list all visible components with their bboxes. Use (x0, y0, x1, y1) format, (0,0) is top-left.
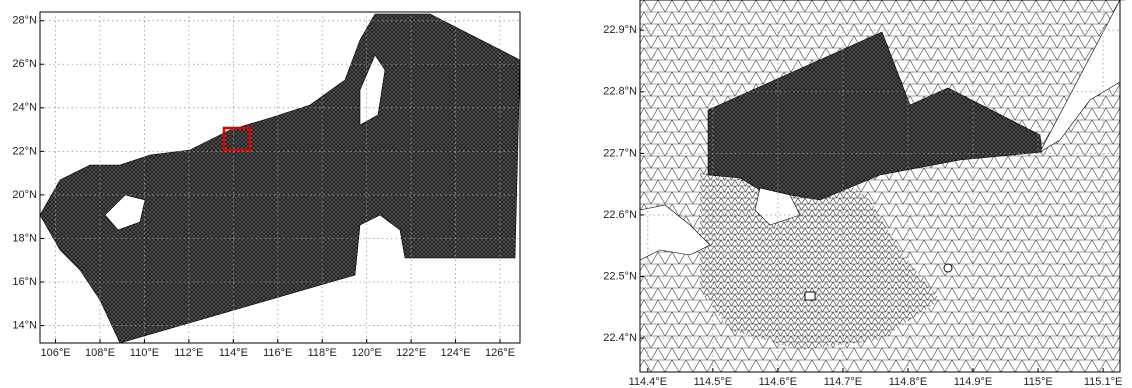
y-tick-label: 18°N (12, 232, 37, 244)
x-tick-label: 124°E (441, 347, 471, 359)
y-tick-label: 26°N (12, 58, 37, 70)
y-tick-label: 20°N (12, 189, 37, 201)
x-tick-label: 122°E (396, 347, 426, 359)
x-tick-label: 114.5°E (694, 376, 732, 388)
island (944, 264, 952, 272)
figure: 106°E 108°E 110°E 112°E 114°E 116°E 118°E 120°E… (0, 0, 1132, 388)
x-tick-label: 114.4°E (629, 376, 667, 388)
y-tick-label: 28°N (12, 15, 37, 27)
x-tick-label: 115.1°E (1084, 376, 1122, 388)
y-tick-label: 22.5°N (603, 270, 637, 282)
x-tick-label: 116°E (263, 347, 292, 359)
x-tick-label: 114.8°E (889, 376, 927, 388)
y-tick-label: 14°N (12, 319, 37, 331)
left-map (40, 14, 520, 343)
x-tick-label: 108°E (85, 347, 115, 359)
x-tick-label: 126°E (485, 347, 515, 359)
x-tick-label: 115°E (1023, 376, 1052, 388)
x-tick-label: 106°E (41, 347, 71, 359)
y-tick-label: 22.7°N (603, 147, 637, 159)
y-tick-label: 22.4°N (603, 332, 637, 344)
x-tick-label: 112°E (174, 347, 203, 359)
x-tick-label: 118°E (308, 347, 337, 359)
island (805, 292, 815, 300)
y-tick-label: 22°N (12, 145, 37, 157)
x-tick-label: 114.9°E (954, 376, 992, 388)
y-tick-label: 22.8°N (603, 86, 637, 98)
x-tick-label: 120°E (352, 347, 382, 359)
x-tick-label: 110°E (130, 347, 159, 359)
x-tick-label: 114.6°E (759, 376, 797, 388)
x-tick-label: 114.7°E (824, 376, 862, 388)
y-tick-label: 22.6°N (603, 209, 637, 221)
y-tick-label: 16°N (12, 276, 37, 288)
y-tick-label: 24°N (12, 102, 37, 114)
y-tick-label: 22.9°N (603, 24, 637, 36)
x-tick-label: 114°E (219, 347, 248, 359)
mesh-domain (40, 14, 520, 343)
